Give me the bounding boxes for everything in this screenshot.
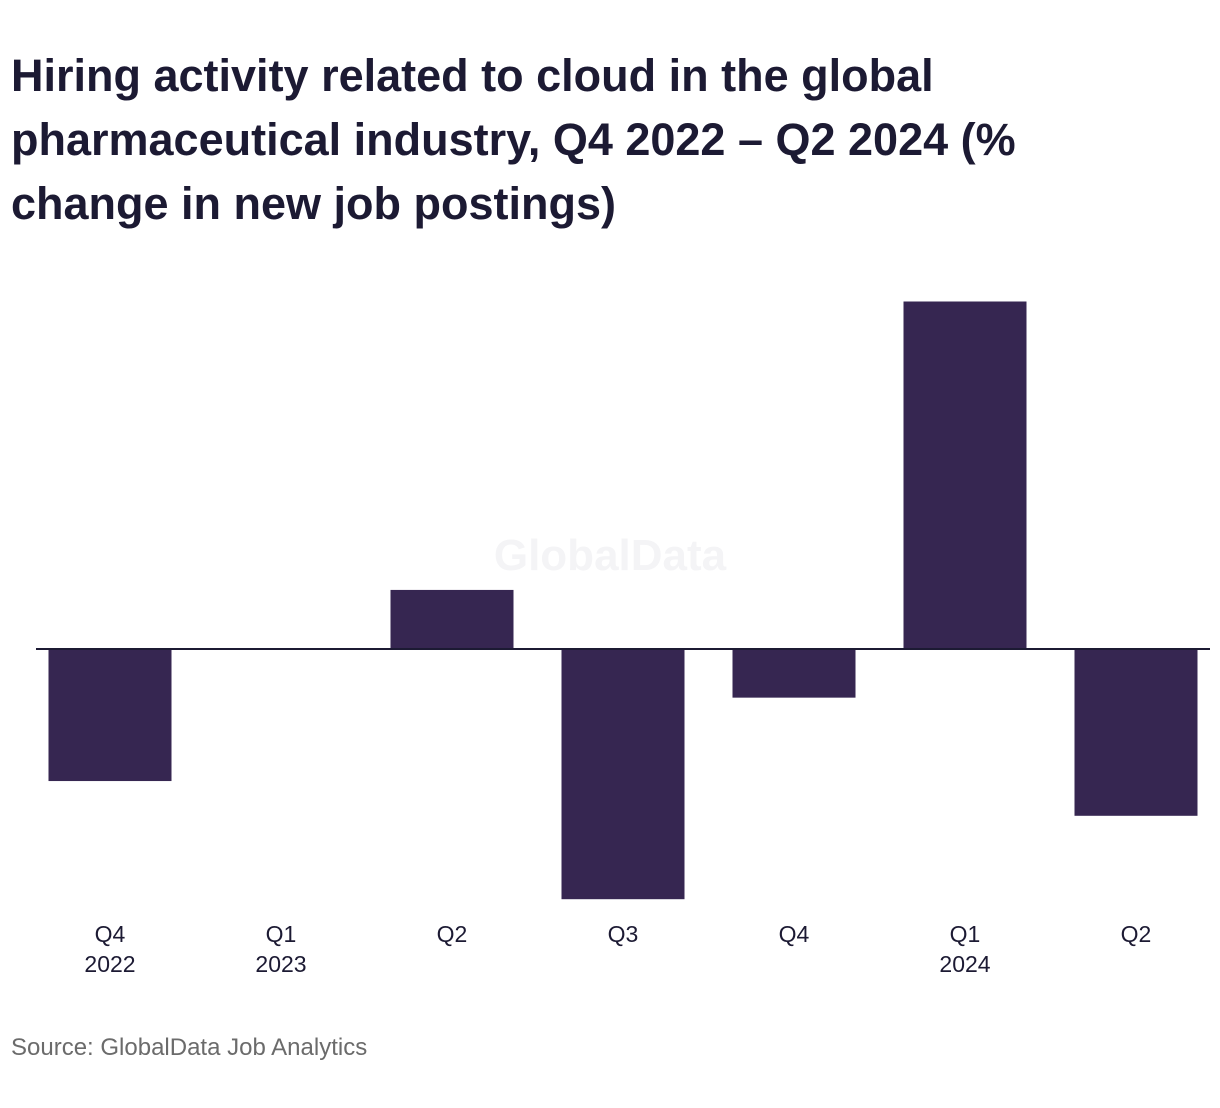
bar-2 [390, 589, 514, 649]
source-note: Source: GlobalData Job Analytics [11, 1034, 368, 1061]
x-tick-year-5: 2024 [939, 951, 990, 977]
x-tick-quarter-0: Q4 [95, 921, 126, 947]
bars-group [48, 301, 1198, 900]
x-tick-quarter-4: Q4 [779, 921, 810, 947]
x-tick-quarter-2: Q2 [437, 921, 468, 947]
x-tick-quarter-1: Q1 [266, 921, 297, 947]
chart-title: Hiring activity related to cloud in the … [11, 50, 1016, 229]
x-axis-ticks: Q4 2022 Q1 2023 Q2 Q3 Q4 Q1 2024 Q2 [84, 921, 1151, 977]
x-tick-quarter-3: Q3 [608, 921, 639, 947]
x-tick-quarter-5: Q1 [950, 921, 981, 947]
bar-3 [561, 649, 685, 900]
x-tick-quarter-6: Q2 [1121, 921, 1152, 947]
watermark-text: GlobalData [494, 531, 727, 580]
bar-4 [732, 649, 856, 698]
bar-6 [1074, 649, 1198, 816]
bar-5 [903, 301, 1027, 649]
x-tick-year-0: 2022 [84, 951, 135, 977]
bar-0 [48, 649, 172, 782]
x-tick-year-1: 2023 [255, 951, 306, 977]
